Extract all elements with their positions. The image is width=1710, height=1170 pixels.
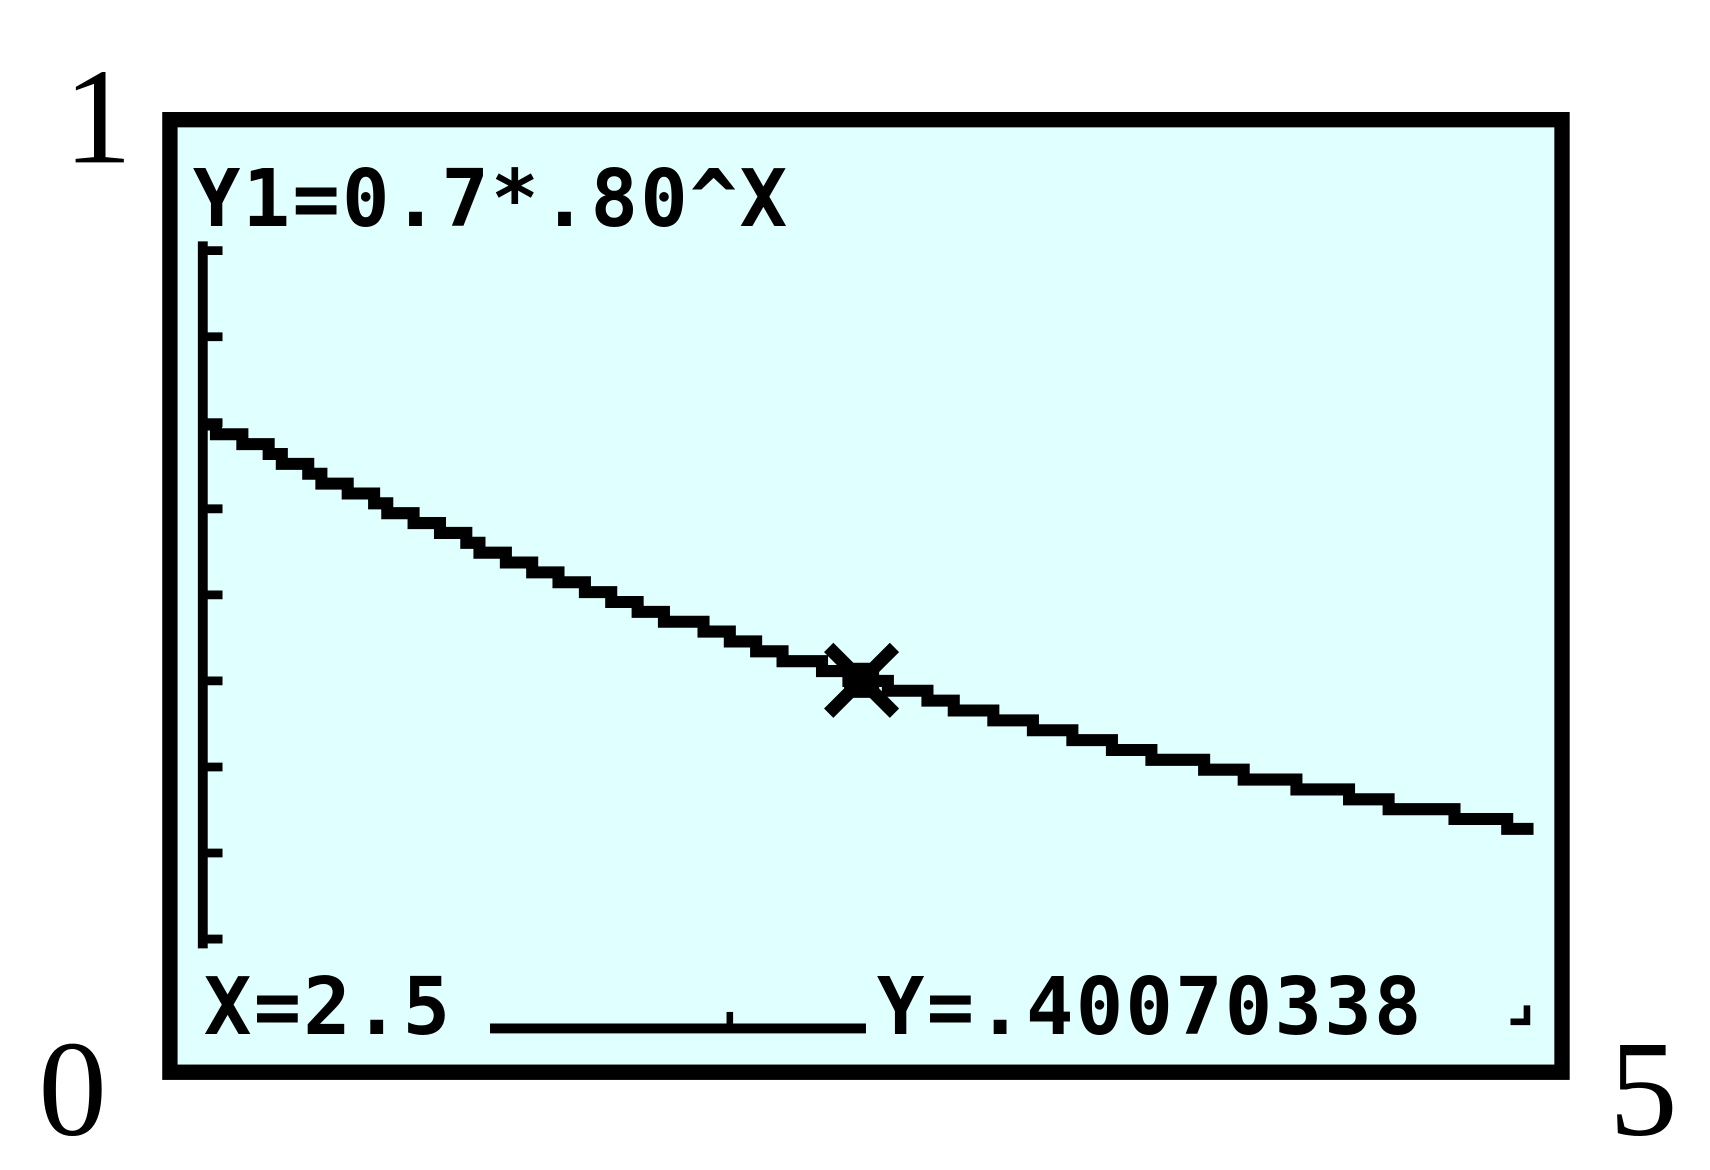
cursor-center — [844, 662, 880, 698]
plot-area — [197, 241, 1534, 1034]
calculator-screen — [162, 112, 1570, 1080]
xmax-label: 5 — [1609, 1013, 1678, 1165]
trace-cursor — [824, 642, 900, 718]
busy-indicator-icon — [1510, 1005, 1531, 1026]
function-curve — [202, 418, 1534, 835]
trace-y-readout: Y=.40070338 — [877, 961, 1424, 1053]
origin-label: 0 — [38, 1013, 107, 1165]
equation-label: Y1=0.7*.80^X — [193, 153, 789, 245]
trace-x-readout: X=2.5 — [204, 961, 453, 1053]
ymax-label: 1 — [64, 40, 133, 192]
